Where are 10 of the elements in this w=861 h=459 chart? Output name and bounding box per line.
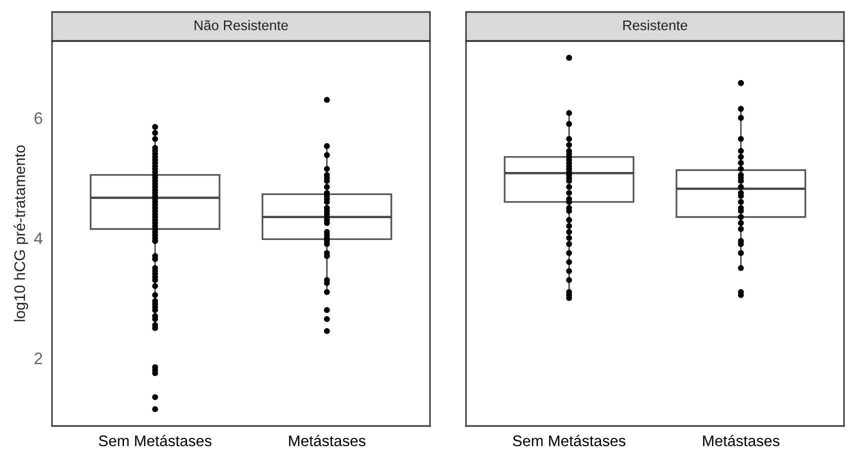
x-tick-label: Sem Metástases — [98, 434, 212, 446]
x-tick-label: Metástases — [703, 434, 780, 446]
x-tick-label: Metástases — [289, 434, 366, 446]
chart-title: Não Resistente — [194, 20, 288, 30]
y-tick-label: 4 — [34, 232, 42, 244]
x-tick-label: Sem Metástases — [512, 434, 626, 446]
y-tick-label: 6 — [34, 112, 42, 124]
chart-title: Resistente — [623, 20, 688, 30]
y-tick-label: 2 — [34, 352, 42, 364]
y-axis-title: log10 hCG pré-tratamento — [14, 145, 28, 322]
